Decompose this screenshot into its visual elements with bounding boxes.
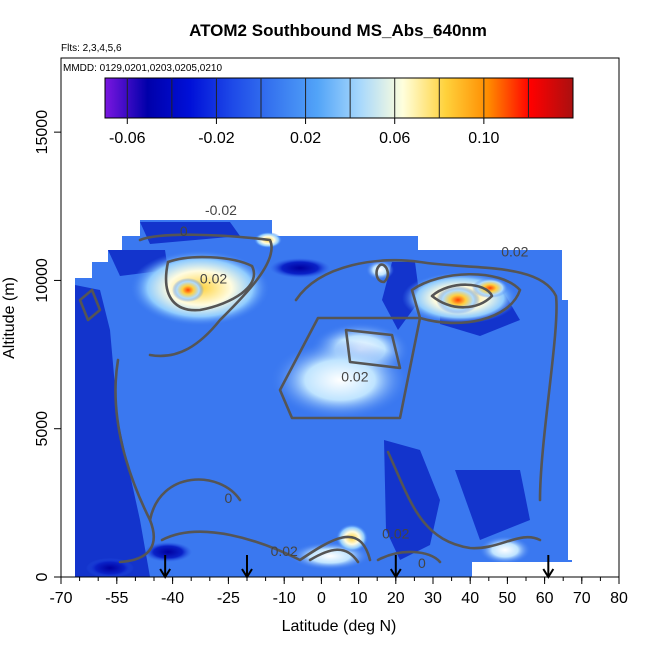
contour-label: 0.02 — [200, 270, 227, 286]
x-tick-label: -10 — [273, 590, 296, 607]
x-tick-label: 0 — [317, 590, 326, 607]
contour-label: 0.02 — [341, 368, 368, 384]
field-high-blob — [270, 340, 410, 420]
contour-line — [78, 288, 102, 322]
x-tick-label: 80 — [610, 590, 628, 607]
contour-line — [278, 316, 422, 420]
x-tick-label: 60 — [536, 590, 554, 607]
field-high-core — [172, 278, 204, 302]
x-tick-label: 30 — [424, 590, 442, 607]
contour-label: 0 — [225, 490, 233, 506]
y-tick-label: 5000 — [34, 411, 51, 447]
contour-label: -0.02 — [205, 202, 237, 218]
colorbar: -0.06 -0.02 0.02 0.06 0.10 — [104, 77, 574, 147]
chart-subtitle-dates: MMDD: 0129,0201,0203,0205,0210 — [63, 63, 222, 74]
contour-line — [344, 328, 402, 370]
contour-line — [148, 478, 242, 522]
contour-line — [164, 255, 256, 312]
field-high-core — [472, 278, 508, 298]
x-tick-label: 40 — [461, 590, 479, 607]
y-tick-label: 10000 — [34, 258, 51, 303]
contour-line — [376, 550, 442, 564]
field-low-region — [384, 440, 440, 560]
x-tick-label: 70 — [573, 590, 591, 607]
chart-subtitle-flights: Flts: 2,3,4,5,6 — [61, 43, 122, 54]
field-low-blob — [270, 258, 330, 278]
x-axis-label: Latitude (deg N) — [282, 618, 397, 635]
colorbar-gradient — [104, 77, 574, 119]
x-tick-label: -25 — [217, 590, 240, 607]
field-low-region — [140, 222, 240, 244]
y-tick-label: 0 — [34, 572, 51, 581]
contour-lines — [78, 233, 558, 564]
colorbar-tick-label: -0.06 — [109, 130, 146, 147]
field-low-region — [75, 285, 150, 577]
heatmap-field — [75, 220, 572, 577]
field-low-blob — [144, 542, 192, 562]
contour-line — [294, 258, 558, 502]
contour-label: 0 — [180, 223, 188, 239]
colorbar-tick-label: 0.02 — [290, 130, 321, 147]
colorbar-tick-label: 0.06 — [379, 130, 410, 147]
contour-line — [160, 530, 372, 562]
x-tick-label: 20 — [387, 590, 405, 607]
contour-line — [386, 450, 542, 550]
field-gap — [472, 562, 572, 577]
colorbar-tick-label: -0.02 — [198, 130, 235, 147]
contour-line — [375, 263, 390, 284]
x-tick-label: 10 — [350, 590, 368, 607]
x-tick-label: 50 — [499, 590, 517, 607]
contour-line — [430, 283, 494, 309]
x-tick-label: -70 — [49, 590, 72, 607]
field-low-region — [382, 262, 420, 330]
contour-line — [410, 272, 522, 325]
x-tick-label: -55 — [105, 590, 128, 607]
contour-label: 0.02 — [382, 525, 409, 541]
contour-label: 0.02 — [271, 543, 298, 559]
contour-line — [138, 233, 273, 358]
field-high-blob — [479, 536, 531, 564]
y-tick-label: 15000 — [34, 110, 51, 155]
contour-label: 0 — [418, 555, 426, 571]
contour-line — [114, 358, 156, 564]
contour-line — [308, 548, 360, 564]
contour-label: 0.02 — [501, 244, 528, 260]
field-low-region — [455, 470, 530, 540]
x-tick-label: -40 — [161, 590, 184, 607]
y-axis: 0 5000 10000 15000 — [34, 110, 61, 581]
colorbar-tick-label: 0.10 — [468, 130, 499, 147]
contour-labels: 0 -0.02 0.02 0.02 0.02 0 0.02 0.02 0 — [180, 202, 529, 571]
y-axis-label: Altitude (m) — [1, 277, 18, 359]
x-axis: -70 -55 -40 -25 -10 0 10 20 30 40 50 60 70 80 — [49, 577, 628, 607]
chart-title: ATOM2 Southbound MS_Abs_640nm — [189, 21, 487, 40]
